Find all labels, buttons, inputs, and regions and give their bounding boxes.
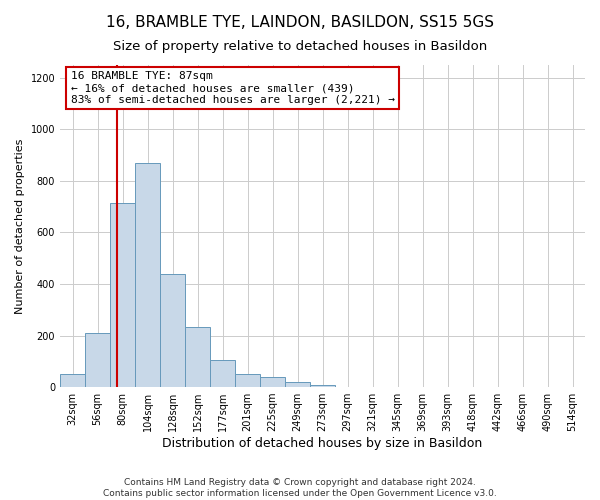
Bar: [60, 374, 85, 387]
Text: 16 BRAMBLE TYE: 87sqm
← 16% of detached houses are smaller (439)
83% of semi-det: 16 BRAMBLE TYE: 87sqm ← 16% of detached …: [71, 72, 395, 104]
Text: 16, BRAMBLE TYE, LAINDON, BASILDON, SS15 5GS: 16, BRAMBLE TYE, LAINDON, BASILDON, SS15…: [106, 15, 494, 30]
Text: Size of property relative to detached houses in Basildon: Size of property relative to detached ho…: [113, 40, 487, 53]
X-axis label: Distribution of detached houses by size in Basildon: Distribution of detached houses by size …: [163, 437, 482, 450]
Bar: [85, 333, 110, 387]
Bar: [185, 326, 210, 387]
Text: Contains HM Land Registry data © Crown copyright and database right 2024.
Contai: Contains HM Land Registry data © Crown c…: [103, 478, 497, 498]
Y-axis label: Number of detached properties: Number of detached properties: [15, 138, 25, 314]
Bar: [210, 360, 235, 387]
Bar: [110, 203, 135, 387]
Bar: [135, 163, 160, 387]
Bar: [235, 374, 260, 387]
Bar: [160, 274, 185, 387]
Bar: [285, 382, 310, 387]
Bar: [260, 377, 285, 387]
Bar: [310, 384, 335, 387]
